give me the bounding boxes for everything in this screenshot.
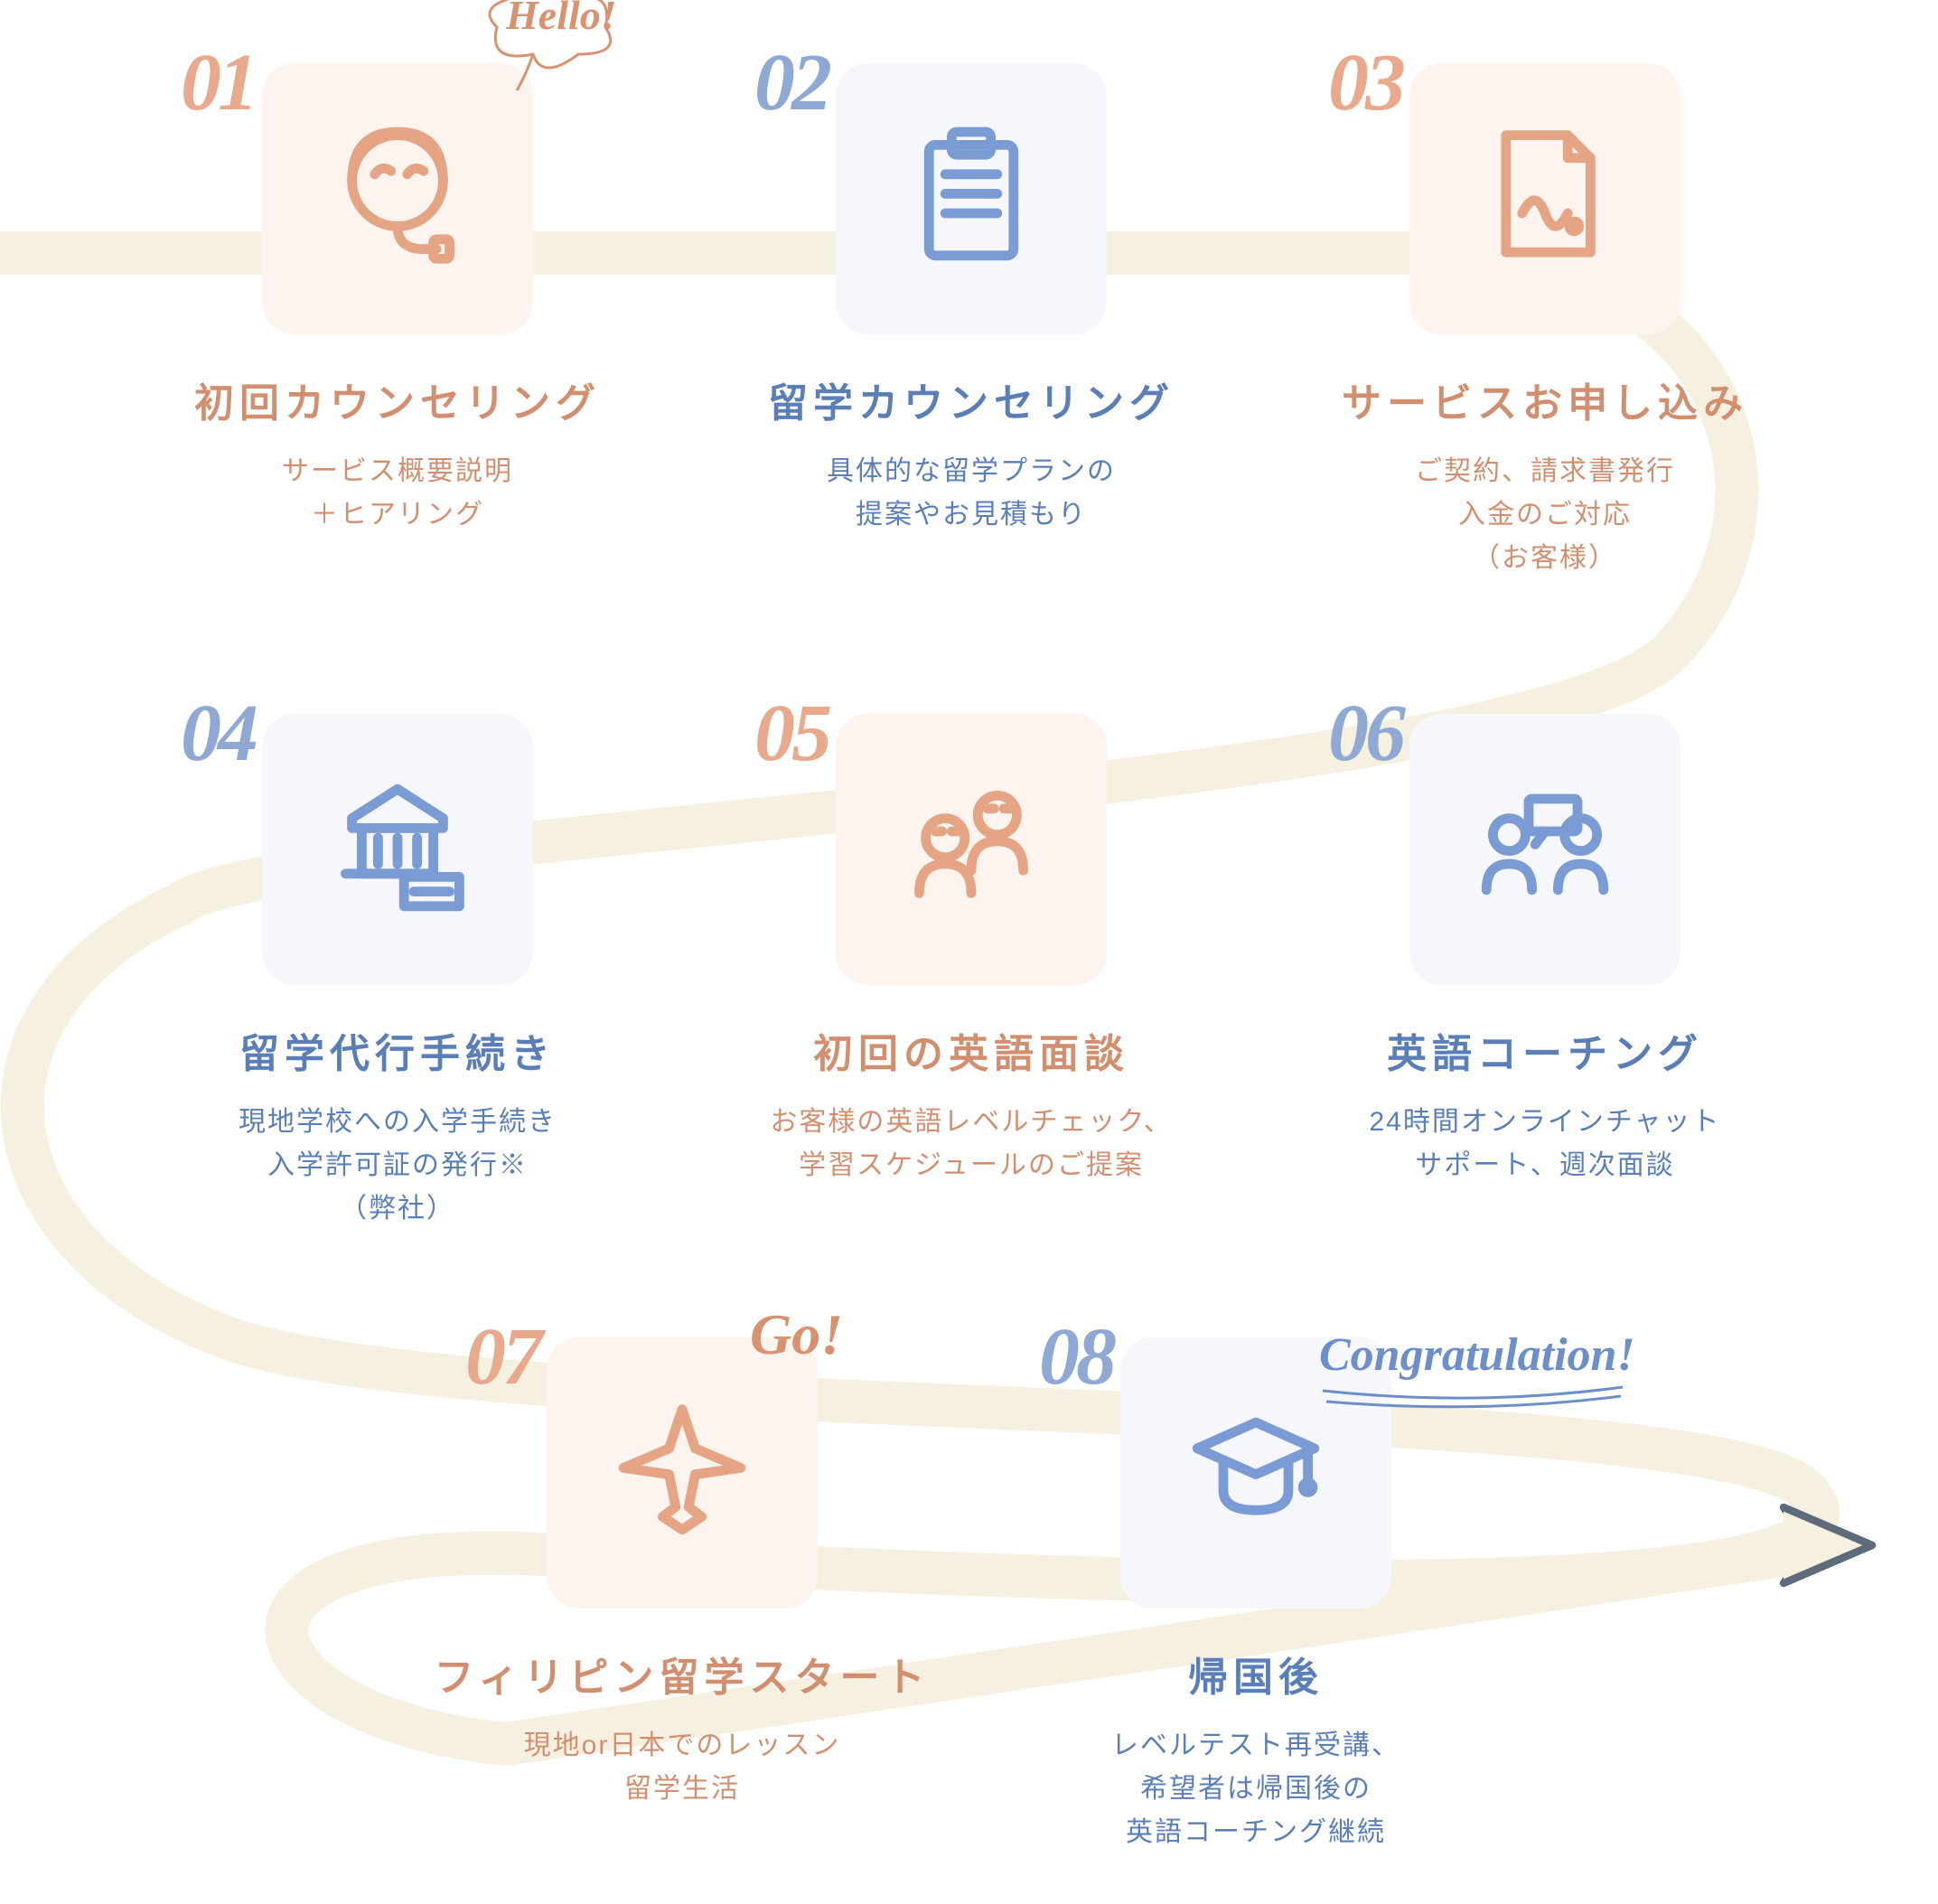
clipboard-icon [890, 116, 1053, 283]
callout-1: Go! [750, 1301, 843, 1368]
step-number: 07 [465, 1310, 539, 1403]
step-08: 08 帰国後 レベルテスト再受講、 希望者は帰国後の 英語コーチング継続 [1003, 1337, 1509, 1854]
step-title: フィリピン留学スタート [429, 1645, 935, 1702]
flow-arrow-head-icon [1771, 1482, 1897, 1613]
step-icon-card [836, 714, 1107, 985]
step-number: 08 [1039, 1310, 1113, 1403]
step-07: 07 フィリピン留学スタート 現地or日本でのレッスン 留学生活 [429, 1337, 935, 1811]
step-title: 英語コーチング [1292, 1021, 1798, 1079]
signdoc-icon [1464, 116, 1626, 283]
step-icon-card [262, 63, 533, 334]
step-desc: お客様の英語レベルチェック、 学習スケジュールのご提案 [718, 1101, 1224, 1187]
step-06: 06 英語コーチング 24時間オンラインチャット サポート、週次面談 [1292, 714, 1798, 1187]
step-01: 01 初回カウンセリング サービス概要説明 ＋ヒアリング [145, 63, 651, 537]
step-icon-card [1409, 63, 1681, 334]
underline-icon [1319, 1382, 1626, 1409]
step-title: 留学カウンセリング [718, 370, 1224, 428]
step-number: 06 [1328, 687, 1402, 780]
step-title: 留学代行手続き [145, 1021, 651, 1079]
step-04: 04 留学代行手続き 現地学校への入学手続き 入学許可証の発行※ （弊社） [145, 714, 651, 1231]
gradcap-icon [1175, 1390, 1337, 1557]
step-icon-card [1409, 714, 1681, 985]
step-title: 帰国後 [1003, 1645, 1509, 1702]
step-number: 01 [181, 36, 255, 129]
step-number: 03 [1328, 36, 1402, 129]
step-title: サービスお申し込み [1292, 370, 1798, 428]
step-desc: 現地学校への入学手続き 入学許可証の発行※ （弊社） [145, 1101, 651, 1231]
step-05: 05 初回の英語面談 お客様の英語レベルチェック、 学習スケジュールのご提案 [718, 714, 1224, 1187]
step-number: 02 [754, 36, 829, 129]
step-title: 初回カウンセリング [145, 370, 651, 428]
step-03: 03 サービスお申し込み ご契約、請求書発行 入金のご対応 （お客様） [1292, 63, 1798, 580]
callout-2: Congratulation! [1319, 1328, 1635, 1409]
coaching-icon [1464, 766, 1626, 933]
interview-icon [890, 766, 1053, 933]
step-icon-card [836, 63, 1107, 334]
step-02: 02 留学カウンセリング 具体的な留学プランの 提案やお見積もり [718, 63, 1224, 537]
step-number: 04 [181, 687, 255, 780]
step-desc: レベルテスト再受講、 希望者は帰国後の 英語コーチング継続 [1003, 1724, 1509, 1854]
callout-0: Hello! [506, 0, 617, 39]
headset-icon [316, 116, 479, 283]
step-title: 初回の英語面談 [718, 1021, 1224, 1079]
step-desc: 24時間オンラインチャット サポート、週次面談 [1292, 1101, 1798, 1187]
step-desc: ご契約、請求書発行 入金のご対応 （お客様） [1292, 450, 1798, 580]
step-desc: 具体的な留学プランの 提案やお見積もり [718, 450, 1224, 537]
step-icon-card [262, 714, 533, 985]
school-icon [316, 766, 479, 933]
step-desc: 現地or日本でのレッスン 留学生活 [429, 1724, 935, 1811]
step-number: 05 [754, 687, 829, 780]
step-icon-card [547, 1337, 818, 1609]
step-desc: サービス概要説明 ＋ヒアリング [145, 450, 651, 537]
plane-icon [601, 1390, 763, 1557]
